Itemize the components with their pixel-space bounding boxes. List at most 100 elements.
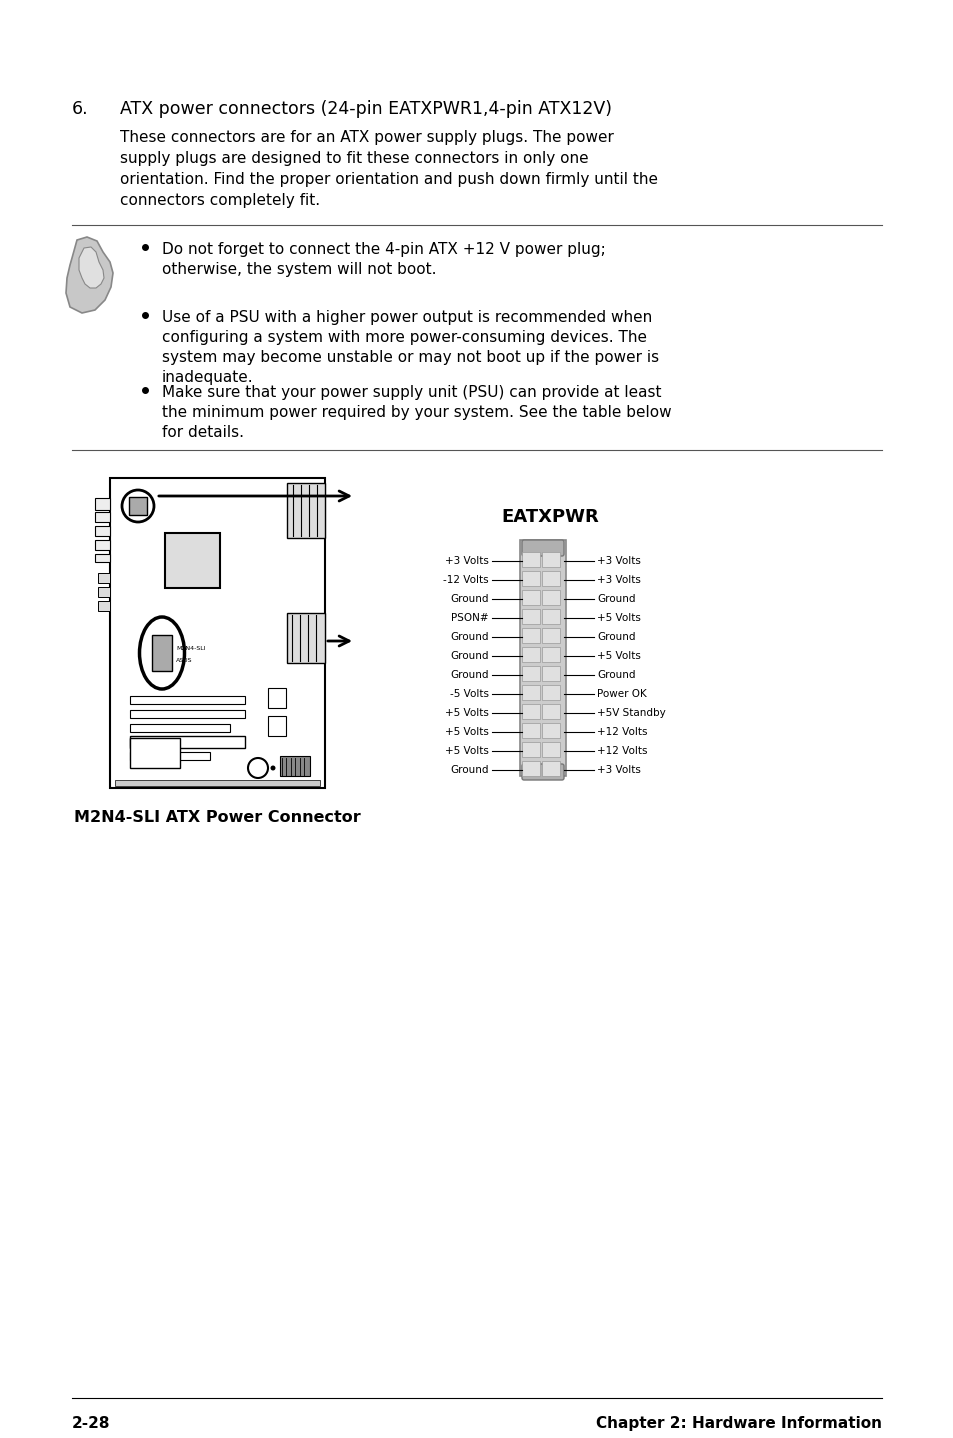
Bar (541, 552, 559, 567)
Bar (521, 761, 539, 777)
Text: ATX power connectors (24-pin EATXPWR1,4-pin ATX12V): ATX power connectors (24-pin EATXPWR1,4-… (120, 101, 612, 118)
Bar (129, 498, 147, 515)
Text: ASUS: ASUS (175, 659, 193, 663)
Bar (165, 533, 220, 588)
Bar (98, 601, 110, 611)
Text: Make sure that your power supply unit (PSU) can provide at least: Make sure that your power supply unit (P… (162, 385, 660, 400)
Bar (541, 571, 559, 587)
Bar (95, 541, 110, 549)
Text: +5 Volts: +5 Volts (597, 651, 640, 661)
Bar (268, 716, 286, 736)
Text: Power OK: Power OK (597, 689, 646, 699)
Bar (130, 723, 230, 732)
Polygon shape (66, 237, 112, 313)
Text: PSON#: PSON# (451, 613, 489, 623)
Circle shape (122, 490, 153, 522)
Text: Ground: Ground (450, 670, 489, 680)
Bar (287, 483, 325, 538)
Bar (130, 696, 245, 705)
Text: +12 Volts: +12 Volts (597, 728, 647, 738)
Text: +5 Volts: +5 Volts (597, 613, 640, 623)
Text: Ground: Ground (450, 765, 489, 775)
Text: Ground: Ground (597, 594, 635, 604)
Text: inadequate.: inadequate. (162, 370, 253, 385)
Text: Ground: Ground (450, 594, 489, 604)
Bar (95, 526, 110, 536)
Bar (541, 647, 559, 661)
Text: Ground: Ground (597, 631, 635, 641)
Bar (152, 636, 172, 672)
Bar (521, 742, 539, 756)
Bar (541, 610, 559, 624)
Bar (521, 705, 539, 719)
Text: configuring a system with more power-consuming devices. The: configuring a system with more power-con… (162, 329, 646, 345)
Text: for details.: for details. (162, 426, 244, 440)
Bar (521, 647, 539, 661)
Bar (521, 552, 539, 567)
Polygon shape (79, 247, 104, 288)
Bar (541, 666, 559, 682)
Text: Ground: Ground (597, 670, 635, 680)
Bar (521, 666, 539, 682)
Bar (541, 590, 559, 605)
Text: -5 Volts: -5 Volts (450, 689, 489, 699)
Bar (521, 571, 539, 587)
Bar (95, 512, 110, 522)
Bar (541, 742, 559, 756)
Bar (521, 684, 539, 700)
Bar (95, 554, 110, 562)
Text: -12 Volts: -12 Volts (443, 575, 489, 585)
Text: M2N4-SLI: M2N4-SLI (175, 646, 206, 650)
Bar (130, 736, 245, 748)
Text: Do not forget to connect the 4-pin ATX +12 V power plug;: Do not forget to connect the 4-pin ATX +… (162, 242, 605, 257)
Text: These connectors are for an ATX power supply plugs. The power: These connectors are for an ATX power su… (120, 129, 613, 145)
FancyBboxPatch shape (521, 764, 563, 779)
Text: system may become unstable or may not boot up if the power is: system may become unstable or may not bo… (162, 349, 659, 365)
Bar (130, 752, 210, 761)
Text: +3 Volts: +3 Volts (597, 765, 640, 775)
Bar (521, 590, 539, 605)
FancyBboxPatch shape (521, 541, 563, 557)
Text: Chapter 2: Hardware Information: Chapter 2: Hardware Information (596, 1416, 882, 1431)
Text: Ground: Ground (450, 631, 489, 641)
Bar (541, 705, 559, 719)
Bar (130, 738, 230, 746)
Text: +5 Volts: +5 Volts (445, 746, 489, 756)
Text: supply plugs are designed to fit these connectors in only one: supply plugs are designed to fit these c… (120, 151, 588, 165)
Text: +5 Volts: +5 Volts (445, 707, 489, 718)
Bar (541, 723, 559, 738)
Text: Use of a PSU with a higher power output is recommended when: Use of a PSU with a higher power output … (162, 311, 652, 325)
Bar (521, 610, 539, 624)
Bar (95, 498, 110, 510)
Text: +3 Volts: +3 Volts (597, 575, 640, 585)
Text: orientation. Find the proper orientation and push down firmly until the: orientation. Find the proper orientation… (120, 173, 658, 187)
Bar (268, 687, 286, 707)
Bar (521, 723, 539, 738)
Text: +5 Volts: +5 Volts (445, 728, 489, 738)
Text: +12 Volts: +12 Volts (597, 746, 647, 756)
Circle shape (271, 765, 275, 771)
Bar (541, 628, 559, 643)
Text: Ground: Ground (450, 651, 489, 661)
Text: connectors completely fit.: connectors completely fit. (120, 193, 320, 209)
Circle shape (248, 758, 268, 778)
Bar (519, 541, 565, 777)
Text: 2-28: 2-28 (71, 1416, 111, 1431)
Bar (521, 628, 539, 643)
Bar (541, 761, 559, 777)
Text: 6.: 6. (71, 101, 89, 118)
Bar (110, 477, 325, 788)
Bar (280, 756, 310, 777)
Bar (287, 613, 325, 663)
Bar (115, 779, 319, 787)
Text: +5V Standby: +5V Standby (597, 707, 665, 718)
Text: the minimum power required by your system. See the table below: the minimum power required by your syste… (162, 406, 671, 420)
Bar (98, 587, 110, 597)
Bar (541, 684, 559, 700)
Bar (130, 710, 245, 718)
Text: M2N4-SLI ATX Power Connector: M2N4-SLI ATX Power Connector (73, 810, 360, 825)
Text: +3 Volts: +3 Volts (445, 557, 489, 567)
Bar (98, 572, 110, 582)
Text: otherwise, the system will not boot.: otherwise, the system will not boot. (162, 262, 436, 278)
Text: +3 Volts: +3 Volts (597, 557, 640, 567)
